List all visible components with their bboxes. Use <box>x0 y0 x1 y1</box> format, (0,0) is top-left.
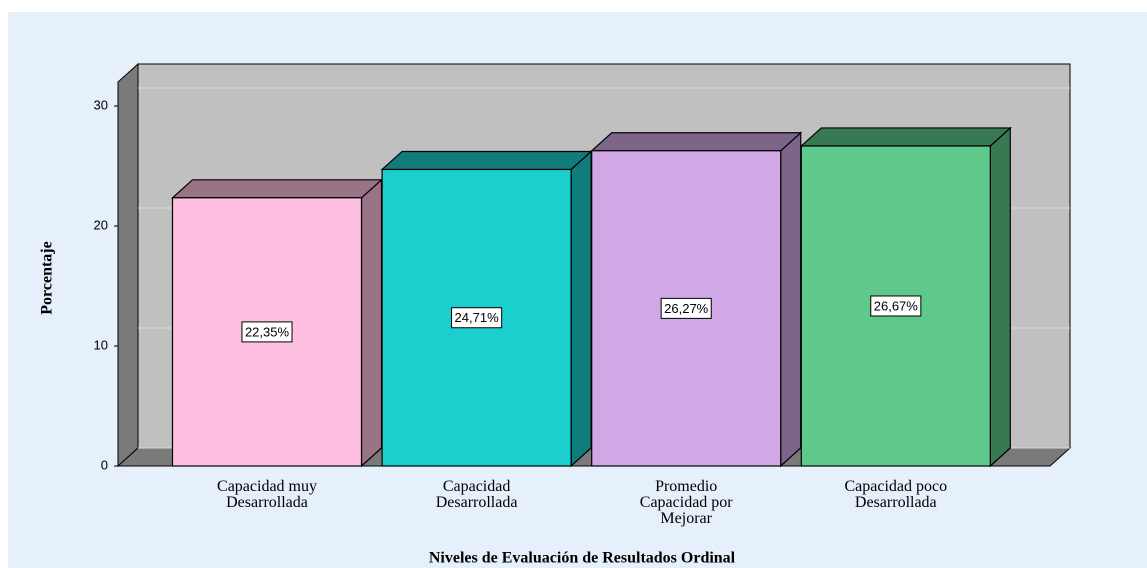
value-label: 22,35% <box>245 324 290 339</box>
bar-top <box>380 150 593 171</box>
value-label-box <box>451 307 503 329</box>
y-tick-label: 30 <box>94 97 108 112</box>
bar-side <box>360 178 383 468</box>
value-label: 24,71% <box>455 310 500 325</box>
side-wall <box>117 62 139 468</box>
value-label-box <box>870 295 922 317</box>
bar-top <box>799 127 1012 147</box>
bar-side <box>570 150 592 468</box>
x-tick-label: Capacidad muy Desarrollada <box>217 478 317 511</box>
x-tick-label: Promedio Capacidad por Mejorar <box>640 478 734 527</box>
bar-top <box>170 179 384 199</box>
value-label: 26,67% <box>874 298 919 313</box>
y-tick-label: 10 <box>94 337 108 352</box>
y-tick-label: 0 <box>101 457 108 472</box>
x-tick-label: Capacidad Desarrollada <box>436 478 518 511</box>
bar-side <box>780 131 802 468</box>
x-tick-label: Capacidad poco Desarrollada <box>844 478 947 511</box>
x-axis-label: Niveles de Evaluación de Resultados Ordi… <box>429 550 736 567</box>
value-label-box <box>660 297 712 319</box>
value-label-box <box>241 321 293 343</box>
y-tick-label: 20 <box>94 217 108 232</box>
y-axis-label: Porcentaje <box>39 241 56 314</box>
bar-top <box>590 132 803 152</box>
bar-side <box>989 126 1011 468</box>
plot-area: 22,35% 24,71% 26,27% 26,67% <box>114 62 1072 468</box>
value-label: 26,27% <box>664 301 709 316</box>
